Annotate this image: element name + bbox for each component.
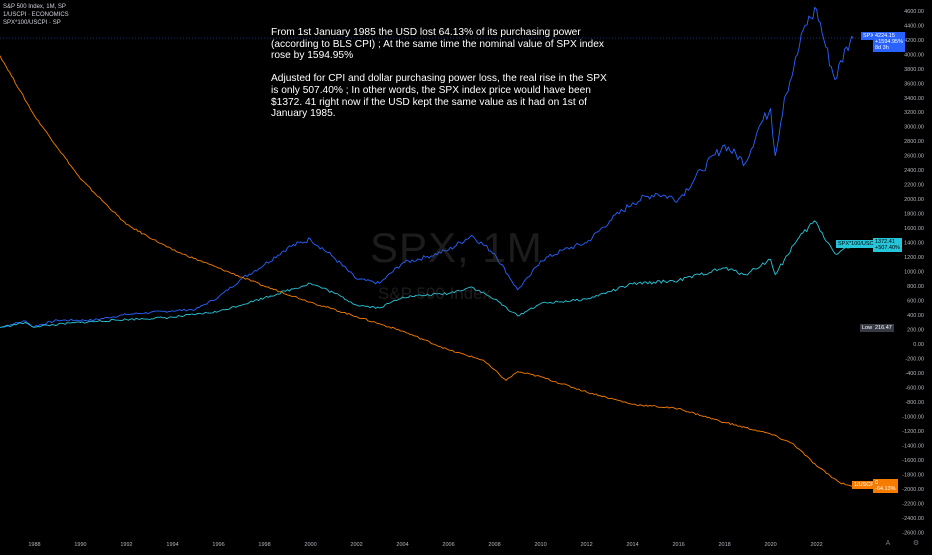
text-annotation[interactable]: From 1st January 1985 the USD lost 64.13… bbox=[271, 27, 611, 131]
y-tick-label: 0.00 bbox=[913, 342, 924, 348]
real-spx-price-tag: 1372.41 +507.40% bbox=[873, 238, 902, 252]
y-tick-label: 3400.00 bbox=[904, 96, 924, 102]
spx-price-change: +1594.95% bbox=[875, 39, 903, 45]
y-tick-label: 2600.00 bbox=[904, 154, 924, 160]
y-tick-label: -1400.00 bbox=[902, 444, 924, 450]
x-tick-label: 2020 bbox=[764, 542, 776, 548]
y-tick-label: 800.00 bbox=[907, 284, 924, 290]
annotation-paragraph-2: Adjusted for CPI and dollar purchasing p… bbox=[271, 73, 607, 120]
y-tick-label: 200.00 bbox=[907, 328, 924, 334]
y-tick-label: 4600.00 bbox=[904, 9, 924, 15]
y-tick-label: -400.00 bbox=[905, 371, 924, 377]
y-tick-label: -2200.00 bbox=[902, 502, 924, 508]
x-tick-label: 2012 bbox=[580, 542, 592, 548]
x-tick-label: 2016 bbox=[672, 542, 684, 548]
watermark-name: S&P 500 Index bbox=[378, 284, 492, 303]
y-tick-label: -1000.00 bbox=[902, 415, 924, 421]
uscpi-price-change: -64.13% bbox=[875, 486, 896, 492]
y-tick-label: 600.00 bbox=[907, 299, 924, 305]
real-spx-price-value: 1372.41 bbox=[875, 239, 895, 245]
spx-price-extra: 8d 3h bbox=[875, 45, 889, 51]
x-tick-label: 2004 bbox=[396, 542, 408, 548]
x-tick-label: 2018 bbox=[718, 542, 730, 548]
uscpi-price-value: 0 bbox=[875, 480, 879, 486]
legend-item-spx[interactable]: S&P 500 Index, 1M, SP bbox=[3, 4, 66, 10]
y-tick-label: -2000.00 bbox=[902, 487, 924, 493]
y-tick-label: -2400.00 bbox=[902, 516, 924, 522]
y-tick-label: 400.00 bbox=[907, 313, 924, 319]
x-tick-label: 1992 bbox=[120, 542, 132, 548]
uscpi-name-tag: 1/USCPI bbox=[852, 481, 878, 489]
low-label-tag: Low bbox=[860, 324, 875, 332]
uscpi-price-tag: 0 -64.13% bbox=[873, 479, 898, 493]
y-tick-label: -800.00 bbox=[905, 400, 924, 406]
x-tick-label: 1998 bbox=[258, 542, 270, 548]
y-tick-label: 1200.00 bbox=[904, 255, 924, 261]
y-tick-label: 3600.00 bbox=[904, 81, 924, 87]
y-tick-label: 1600.00 bbox=[904, 226, 924, 232]
series-lines bbox=[0, 6, 854, 487]
y-tick-label: 2400.00 bbox=[904, 168, 924, 174]
y-tick-label: 3800.00 bbox=[904, 67, 924, 73]
y-tick-label: -200.00 bbox=[905, 357, 924, 363]
y-tick-label: -1200.00 bbox=[902, 429, 924, 435]
spx-name-tag: SPX bbox=[861, 32, 877, 40]
x-axis: 1988 1990 1992 1994 1996 1998 2000 2002 2004 2006… bbox=[28, 542, 822, 548]
uscpi-line bbox=[0, 55, 854, 487]
y-tick-label: 4400.00 bbox=[904, 23, 924, 29]
y-tick-label: 4000.00 bbox=[904, 52, 924, 58]
spx-line bbox=[0, 6, 854, 328]
y-tick-label: -600.00 bbox=[905, 386, 924, 392]
y-tick-label: 1800.00 bbox=[904, 212, 924, 218]
x-tick-label: 2000 bbox=[304, 542, 316, 548]
y-tick-label: 4200.00 bbox=[904, 38, 924, 44]
legend: S&P 500 Index, 1M, SP 1/USCPI · ECONOMIC… bbox=[3, 3, 69, 27]
x-tick-label: 1996 bbox=[212, 542, 224, 548]
x-tick-label: 1988 bbox=[28, 542, 40, 548]
y-tick-label: 1400.00 bbox=[904, 241, 924, 247]
y-tick-label: 1000.00 bbox=[904, 270, 924, 276]
x-tick-label: 1994 bbox=[166, 542, 178, 548]
real-spx-line bbox=[0, 220, 854, 328]
x-tick-label: 2002 bbox=[350, 542, 362, 548]
real-spx-name-tag: SPX*100/USCPI bbox=[836, 240, 881, 248]
x-tick-label: 2006 bbox=[442, 542, 454, 548]
legend-item-uscpi[interactable]: 1/USCPI · ECONOMICS bbox=[3, 12, 69, 18]
x-tick-label: 2022 bbox=[810, 542, 822, 548]
y-tick-label: -2600.00 bbox=[902, 531, 924, 537]
x-tick-label: 2010 bbox=[534, 542, 546, 548]
y-tick-label: -1600.00 bbox=[902, 458, 924, 464]
y-tick-label: 2200.00 bbox=[904, 183, 924, 189]
watermark-symbol: SPX, 1M bbox=[370, 224, 543, 271]
spx-price-tag: 4224.15 +1594.95% 8d 3h bbox=[873, 32, 905, 52]
y-tick-label: 2000.00 bbox=[904, 197, 924, 203]
y-tick-label: 2800.00 bbox=[904, 139, 924, 145]
settings-gear-icon[interactable]: ⚙ bbox=[912, 540, 920, 547]
legend-item-real-spx[interactable]: SPX*100/USCPI · SP bbox=[3, 20, 61, 26]
x-tick-label: 1990 bbox=[74, 542, 86, 548]
y-tick-label: 3200.00 bbox=[904, 110, 924, 116]
y-tick-label: 3000.00 bbox=[904, 125, 924, 131]
y-tick-label: -1800.00 bbox=[902, 473, 924, 479]
x-tick-label: 2014 bbox=[626, 542, 638, 548]
x-tick-label: 2008 bbox=[488, 542, 500, 548]
y-axis: 4600.00 4400.00 4200.00 4000.00 3800.00 3600.… bbox=[902, 9, 924, 537]
auto-scale-icon[interactable]: A bbox=[885, 540, 891, 547]
low-value-tag: 216.47 bbox=[873, 324, 894, 332]
spx-price-value: 4224.15 bbox=[875, 33, 895, 39]
annotation-paragraph-1: From 1st January 1985 the USD lost 64.13… bbox=[271, 27, 604, 62]
real-spx-price-change: +507.40% bbox=[875, 245, 900, 251]
